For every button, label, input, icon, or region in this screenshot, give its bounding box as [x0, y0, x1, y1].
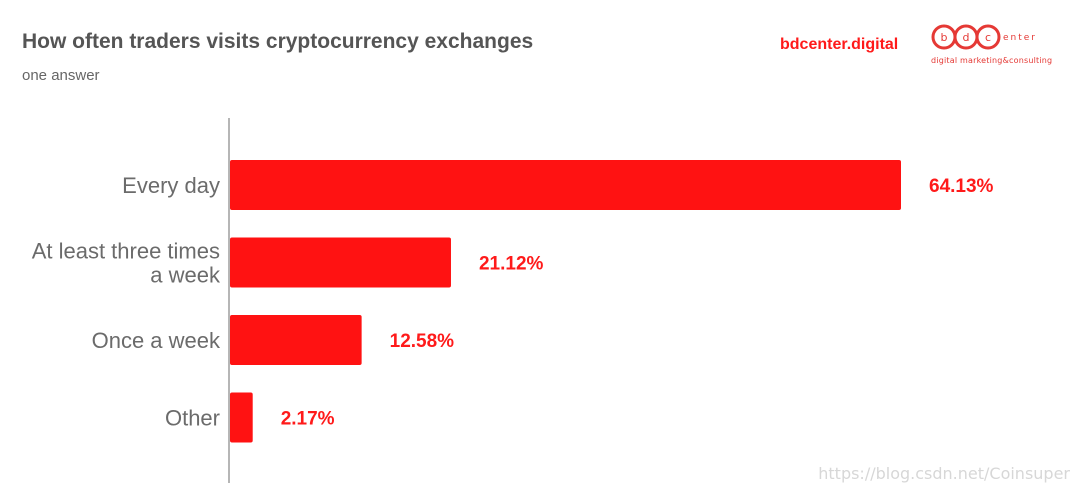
chart-title: How often traders visits cryptocurrency … [22, 30, 534, 53]
logo-tagline: digital marketing&consulting [931, 56, 1053, 65]
logo-text: enter [1003, 33, 1037, 43]
svg-text:d: d [963, 31, 970, 44]
value-label-0: 64.13% [929, 176, 994, 197]
value-label-3: 2.17% [281, 409, 335, 430]
logo-circle-c: c [975, 24, 1001, 50]
bar-0 [230, 160, 901, 210]
bar-3 [230, 392, 253, 443]
chart-subtitle: one answer [22, 67, 100, 84]
category-label-3: Other [165, 406, 220, 431]
watermark: https://blog.csdn.net/Coinsuper [818, 464, 1070, 483]
svg-text:b: b [941, 31, 948, 44]
value-label-2: 12.58% [390, 331, 455, 352]
category-label-0: Every day [122, 173, 220, 198]
category-label-2: Once a week [92, 328, 221, 353]
svg-text:c: c [985, 31, 991, 44]
brand-name: bdcenter.digital [780, 36, 899, 53]
category-label-1: At least three times a week [32, 239, 221, 288]
bdcenter-logo: b d c enter [931, 24, 1037, 50]
bar-2 [230, 315, 362, 365]
value-label-1: 21.12% [479, 254, 544, 275]
bar-1 [230, 237, 451, 288]
